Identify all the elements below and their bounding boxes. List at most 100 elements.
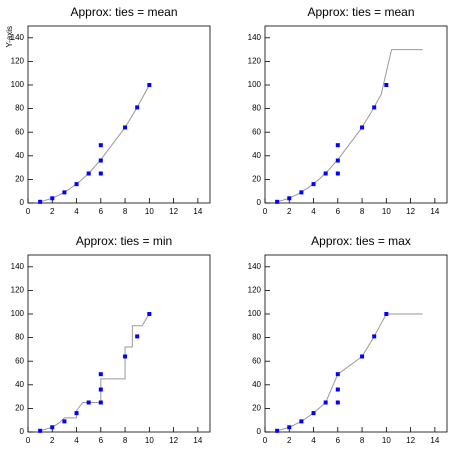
y-tick-label: 120 — [11, 286, 25, 295]
x-tick-label: 2 — [50, 207, 55, 216]
x-tick-label: 6 — [336, 436, 341, 445]
data-point — [335, 387, 340, 392]
data-point — [287, 196, 292, 201]
y-tick-label: 60 — [15, 356, 24, 365]
y-tick-label: 40 — [252, 380, 261, 389]
x-tick-label: 10 — [382, 207, 391, 216]
data-point — [123, 125, 128, 130]
x-tick-label: 4 — [311, 207, 316, 216]
chart-title: Approx: ties = mean — [307, 5, 414, 19]
data-point — [123, 354, 128, 359]
x-tick-label: 4 — [74, 207, 79, 216]
y-tick-label: 100 — [11, 80, 25, 89]
y-tick-label: 40 — [252, 151, 261, 160]
data-point — [384, 83, 389, 87]
data-point — [86, 400, 91, 405]
y-tick-label: 100 — [248, 309, 262, 318]
x-tick-label: 12 — [169, 436, 178, 445]
data-point — [98, 171, 103, 176]
x-tick-label: 6 — [99, 436, 104, 445]
y-tick-label: 20 — [15, 175, 24, 184]
y-tick-label: 0 — [257, 198, 262, 207]
data-point — [50, 196, 55, 201]
data-point — [98, 158, 103, 163]
x-tick-label: 0 — [263, 436, 268, 445]
data-point — [335, 158, 340, 163]
data-point — [360, 354, 365, 359]
x-tick-label: 8 — [360, 207, 365, 216]
y-tick-label: 20 — [252, 175, 261, 184]
y-tick-label: 0 — [20, 427, 25, 436]
y-tick-label: 140 — [11, 262, 25, 271]
y-tick-label: 120 — [11, 57, 25, 66]
interpolated-line — [276, 49, 423, 203]
data-point — [360, 125, 365, 130]
data-point — [86, 171, 91, 176]
plot-frame — [27, 254, 211, 433]
y-tick-label: 40 — [15, 151, 24, 160]
interpolated-line — [39, 313, 150, 432]
interpolated-line — [276, 313, 423, 432]
plot-frame — [264, 25, 448, 204]
y-tick-label: 120 — [248, 286, 262, 295]
data-point — [299, 190, 304, 195]
data-point — [147, 312, 152, 316]
x-tick-label: 8 — [123, 207, 128, 216]
data-point — [275, 428, 280, 433]
interpolated-line — [39, 84, 150, 203]
x-tick-label: 0 — [26, 436, 31, 445]
y-tick-label: 120 — [248, 57, 262, 66]
y-tick-label: 80 — [15, 104, 24, 113]
y-tick-label: 100 — [248, 80, 262, 89]
y-tick-label: 0 — [20, 198, 25, 207]
data-point — [74, 411, 79, 416]
x-tick-label: 2 — [50, 436, 55, 445]
data-point — [135, 105, 140, 110]
x-tick-label: 12 — [169, 207, 178, 216]
x-tick-label: 14 — [430, 436, 439, 445]
y-tick-label: 140 — [248, 262, 262, 271]
data-point — [335, 372, 340, 377]
x-tick-label: 10 — [145, 207, 154, 216]
x-tick-label: 8 — [123, 436, 128, 445]
chart-title: Approx: ties = min — [76, 234, 172, 248]
chart-title: Approx: ties = max — [311, 234, 411, 248]
data-point — [311, 411, 316, 416]
data-point — [311, 182, 316, 187]
x-tick-label: 14 — [193, 436, 202, 445]
data-point — [98, 372, 103, 377]
x-tick-label: 0 — [26, 207, 31, 216]
x-tick-label: 12 — [406, 436, 415, 445]
data-point — [323, 400, 328, 405]
x-tick-label: 6 — [336, 207, 341, 216]
data-point — [384, 312, 389, 316]
data-point — [299, 419, 304, 424]
y-tick-label: 0 — [257, 427, 262, 436]
data-point — [147, 83, 152, 87]
y-tick-label: 40 — [15, 380, 24, 389]
x-tick-label: 2 — [287, 436, 292, 445]
data-point — [62, 190, 67, 195]
y-tick-label: 100 — [11, 309, 25, 318]
data-point — [372, 334, 377, 339]
data-point — [98, 387, 103, 392]
data-point — [372, 105, 377, 110]
x-tick-label: 12 — [406, 207, 415, 216]
data-point — [50, 425, 55, 430]
y-tick-label: 80 — [15, 333, 24, 342]
x-tick-label: 6 — [99, 207, 104, 216]
y-tick-label: 20 — [15, 404, 24, 413]
x-tick-label: 4 — [311, 436, 316, 445]
plot-frame — [264, 254, 448, 433]
x-tick-label: 4 — [74, 436, 79, 445]
data-point — [135, 334, 140, 339]
data-point — [275, 199, 280, 204]
x-tick-label: 0 — [263, 207, 268, 216]
data-point — [287, 425, 292, 430]
data-point — [335, 400, 340, 405]
data-point — [98, 400, 103, 405]
